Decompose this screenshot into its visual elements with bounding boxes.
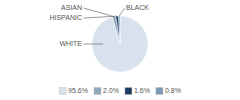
leader-line [84,16,118,18]
legend: 95.6% 2.0% 1.6% 0.8% [59,87,181,94]
legend-swatch [125,88,132,95]
slice-labels: WHITE ASIAN HISPANIC BLACK [49,4,149,47]
legend-label: 0.8% [165,87,181,94]
legend-label: 2.0% [103,87,119,94]
legend-swatch [59,88,66,95]
slice-label: HISPANIC [49,14,82,21]
slice-label: WHITE [59,40,82,47]
legend-label: 95.6% [68,87,88,94]
legend-label: 1.6% [134,87,150,94]
pie-slice [116,16,120,44]
legend-item: 0.8% [156,87,181,94]
leader-line [84,44,104,45]
legend-item: 2.0% [94,87,119,94]
leader-line [119,8,124,16]
chart: WHITE ASIAN HISPANIC BLACK 95.6% 2.0% 1.6% 0.8% [0,0,240,100]
legend-swatch [156,88,163,95]
pie-slice [119,16,120,44]
legend-swatch [94,88,101,95]
legend-item: 95.6% [59,87,88,94]
slice-label: BLACK [126,4,149,11]
legend-item: 1.6% [125,87,150,94]
slice-label: ASIAN [61,4,82,11]
leader-line [84,8,115,17]
pie-slice [112,16,120,44]
